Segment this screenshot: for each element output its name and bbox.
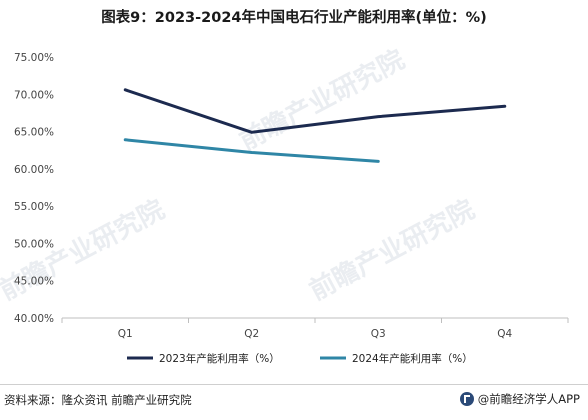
y-tick-label: 55.00% — [14, 201, 54, 213]
y-tick-label: 65.00% — [14, 127, 54, 139]
chart-title: 图表9：2023-2024年中国电石行业产能利用率(单位：%) — [101, 10, 487, 26]
footer-divider — [0, 384, 588, 385]
brand-label: @前瞻经济学人APP — [477, 392, 580, 406]
legend-label: 2024年产能利用率（%） — [352, 352, 473, 365]
y-tick-label: 45.00% — [14, 276, 54, 288]
x-tick-label: Q1 — [118, 328, 133, 340]
series-line — [123, 88, 507, 134]
legend-label: 2023年产能利用率（%） — [159, 352, 280, 365]
x-tick-label: Q2 — [244, 328, 259, 340]
series-line — [123, 138, 380, 163]
x-tick-label: Q3 — [371, 328, 386, 340]
brand-credit: @前瞻经济学人APP — [459, 391, 580, 407]
y-tick-label: 40.00% — [14, 313, 54, 325]
y-tick-label: 70.00% — [14, 89, 54, 101]
chart-axes: 40.00% 45.00% 50.00% 55.00% 60.00% 65.00% 70.0… — [14, 52, 569, 340]
brand-logo-icon — [459, 392, 474, 406]
line-chart: 40.00% 45.00% 50.00% 55.00% 60.00% 65.00% 70.0… — [14, 52, 569, 365]
chart-legend: 2023年产能利用率（%） 2024年产能利用率（%） — [127, 352, 473, 365]
source-note: 资料来源：隆众资讯 前瞻产业研究院 — [4, 393, 192, 407]
y-tick-label: 75.00% — [14, 52, 54, 64]
y-tick-label: 50.00% — [14, 238, 54, 250]
chart-series — [123, 88, 507, 163]
x-tick-label: Q4 — [497, 328, 512, 340]
y-tick-label: 60.00% — [14, 164, 54, 176]
